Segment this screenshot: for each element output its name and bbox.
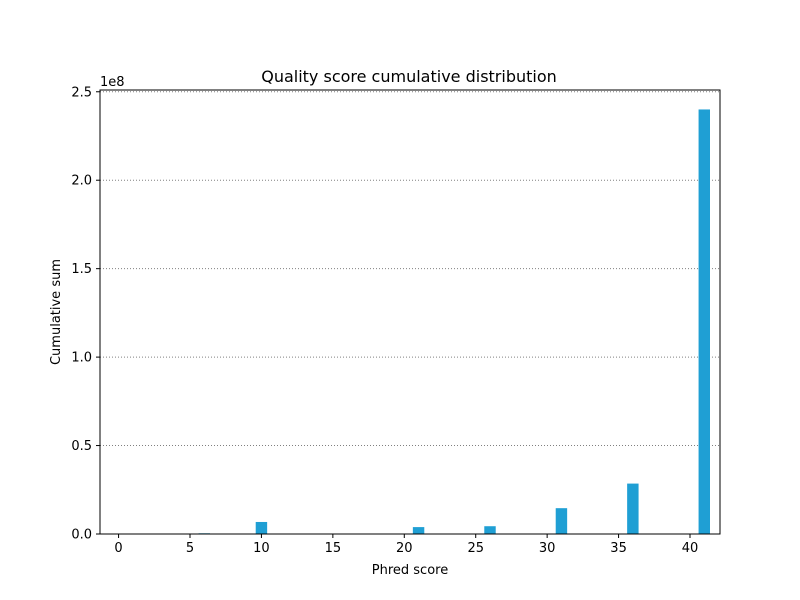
x-axis-ticks: 0 5 10 15 20 25 30 35 40 <box>114 534 698 556</box>
y-tick-label: 2.0 <box>71 174 92 189</box>
chart-title: Quality score cumulative distribution <box>261 67 557 86</box>
bar <box>698 109 710 535</box>
bar <box>484 526 496 534</box>
bar <box>412 527 425 534</box>
y-tick-label: 0.5 <box>71 439 92 454</box>
y-tick-label: 1.5 <box>71 262 92 277</box>
x-tick-label: 40 <box>682 541 699 556</box>
x-tick-label: 20 <box>396 541 413 556</box>
grid-lines <box>100 91 720 447</box>
x-tick-label: 35 <box>610 541 627 556</box>
y-offset-label: 1e8 <box>100 75 125 90</box>
x-tick-label: 10 <box>253 541 270 556</box>
y-axis-title: Cumulative sum <box>49 259 64 365</box>
y-tick-label: 1.0 <box>71 351 92 366</box>
x-axis-title: Phred score <box>372 563 448 578</box>
x-tick-label: 0 <box>114 541 122 556</box>
y-axis-ticks: 0.0 0.5 1.0 1.5 2.0 2.5 <box>71 85 100 543</box>
bar <box>627 483 639 534</box>
x-tick-label: 30 <box>539 541 556 556</box>
bars <box>198 109 710 535</box>
x-tick-label: 25 <box>467 541 484 556</box>
plot-frame <box>99 89 721 535</box>
y-tick-label: 0.0 <box>71 528 92 543</box>
bar <box>255 521 268 534</box>
bar <box>555 508 568 534</box>
x-tick-label: 5 <box>186 541 194 556</box>
y-tick-label: 2.5 <box>71 85 92 100</box>
x-tick-label: 15 <box>325 541 342 556</box>
